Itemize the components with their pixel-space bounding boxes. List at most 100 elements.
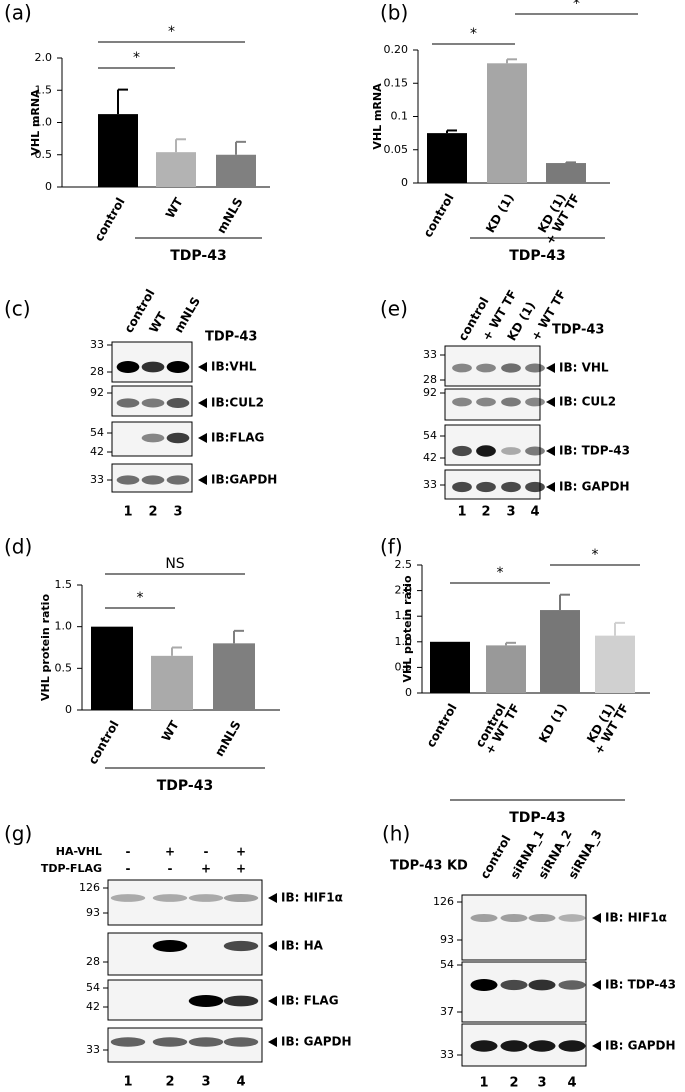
band — [528, 913, 556, 923]
significance-label: * — [168, 24, 175, 40]
y-axis-label: VHL mRNA — [29, 89, 42, 156]
y-axis-label: VHL protein ratio — [39, 594, 52, 701]
significance-label: * — [573, 0, 580, 12]
band — [470, 1040, 498, 1052]
band — [141, 475, 165, 485]
arrow — [268, 1037, 277, 1047]
size-marker: 92 — [90, 386, 104, 399]
y-tick-label: 0.05 — [384, 143, 409, 156]
blot-frame — [461, 894, 587, 961]
y-tick-label: 0 — [65, 703, 72, 716]
band — [110, 894, 146, 902]
panel-label: (e) — [380, 297, 408, 321]
arrow — [198, 475, 207, 485]
y-tick-label: 0.5 — [395, 660, 413, 673]
group-label: TDP-43 — [509, 248, 565, 264]
panel-label: (h) — [382, 822, 410, 846]
bar — [216, 154, 256, 187]
size-marker: 33 — [90, 473, 104, 486]
lane-number: 2 — [148, 505, 157, 520]
y-tick-label: 0.5 — [55, 661, 73, 674]
group-label: TDP-43 — [157, 778, 213, 794]
row-label: IB: GAPDH — [605, 1039, 676, 1053]
size-marker: 42 — [86, 1000, 100, 1013]
band — [525, 481, 545, 493]
lane-number: 3 — [506, 505, 515, 520]
arrow — [546, 363, 555, 373]
band — [452, 363, 472, 373]
size-marker: 28 — [423, 373, 437, 386]
x-tick-label: control — [86, 718, 122, 767]
y-axis-label: VHL mRNA — [371, 83, 384, 150]
band — [188, 894, 224, 902]
bar — [156, 152, 196, 187]
lane-number: 4 — [530, 505, 539, 520]
band — [141, 398, 165, 408]
bar — [546, 163, 586, 183]
lane-number: 1 — [479, 1076, 488, 1091]
group-label: TDP-43 — [509, 810, 565, 826]
row-label: IB: VHL — [559, 361, 609, 375]
panel-label: (c) — [4, 297, 31, 321]
y-tick-label: 1.5 — [35, 83, 53, 96]
size-marker: 54 — [423, 429, 437, 442]
size-marker: 33 — [86, 1043, 100, 1056]
size-marker: 33 — [440, 1048, 454, 1061]
condition-sign: + — [236, 845, 246, 859]
significance-label: * — [470, 26, 477, 42]
condition-label: HA-VHL — [56, 845, 102, 858]
arrow — [546, 446, 555, 456]
size-marker: 33 — [423, 348, 437, 361]
arrow — [268, 893, 277, 903]
row-label: IB:CUL2 — [211, 396, 264, 410]
blot-frame — [444, 388, 541, 421]
band — [141, 361, 165, 373]
row-label: IB:VHL — [211, 360, 257, 374]
bar — [151, 655, 193, 710]
band — [166, 475, 190, 485]
band — [452, 445, 472, 457]
arrow — [268, 996, 277, 1006]
band — [500, 979, 528, 991]
band — [223, 1037, 259, 1047]
band — [500, 913, 528, 923]
size-marker: 28 — [90, 365, 104, 378]
band — [188, 995, 224, 1007]
bar — [540, 610, 580, 693]
y-tick-label: 2.0 — [35, 51, 53, 64]
row-label: IB: HA — [281, 939, 324, 953]
size-marker: 54 — [440, 958, 454, 971]
row-label: IB: TDP-43 — [559, 444, 630, 458]
y-tick-label: 2.0 — [395, 584, 413, 597]
significance-label: NS — [165, 556, 184, 572]
condition-sign: - — [126, 845, 131, 859]
size-marker: 54 — [90, 426, 104, 439]
band — [116, 361, 140, 373]
y-tick-label: 1.5 — [395, 609, 413, 622]
size-marker: 33 — [423, 478, 437, 491]
size-marker: 42 — [90, 445, 104, 458]
y-tick-label: 2.5 — [395, 558, 413, 571]
band — [476, 481, 496, 493]
band — [166, 432, 190, 444]
y-tick-label: 0.15 — [384, 76, 409, 89]
y-axis-label: VHL protein ratio — [401, 575, 414, 682]
arrow — [198, 398, 207, 408]
condition-sign: - — [126, 862, 131, 876]
lane-number: 4 — [567, 1076, 576, 1091]
band — [452, 397, 472, 407]
group-label: TDP-43 — [205, 330, 257, 345]
condition-sign: + — [236, 862, 246, 876]
lane-number: 1 — [457, 505, 466, 520]
band — [476, 363, 496, 373]
size-marker: 37 — [440, 1005, 454, 1018]
size-marker: 126 — [433, 895, 454, 908]
row-label: IB:GAPDH — [211, 473, 277, 487]
x-tick-label: control — [92, 195, 128, 244]
band — [116, 475, 140, 485]
size-marker: 28 — [86, 955, 100, 968]
y-tick-label: 1.0 — [35, 116, 53, 129]
band — [223, 940, 259, 952]
lane-number: 3 — [173, 505, 182, 520]
bar — [430, 641, 470, 693]
